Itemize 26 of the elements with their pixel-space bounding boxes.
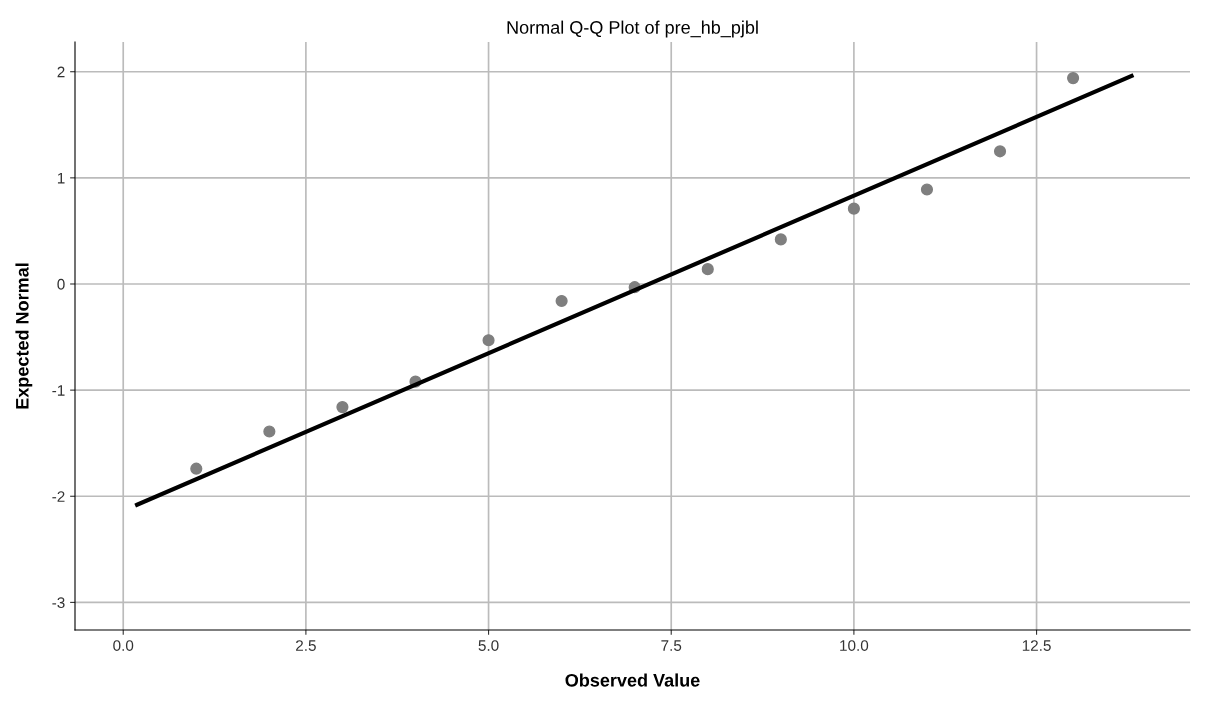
- y-axis-title: Expected Normal: [15, 263, 33, 409]
- x-tick-label: 2.5: [296, 640, 316, 651]
- point: [701, 263, 714, 276]
- x-tick-label: 7.5: [661, 640, 682, 651]
- point: [336, 401, 349, 414]
- point: [190, 462, 203, 475]
- point: [482, 334, 495, 347]
- x-tick-label: 0.0: [113, 640, 134, 651]
- y-tick-label: 1: [57, 172, 65, 184]
- point: [920, 183, 934, 196]
- chart-title: Normal Q-Q Plot of pre_hb_pjbl: [507, 20, 758, 38]
- y-tick-label: -3: [52, 597, 65, 609]
- x-axis-title: Observed Value: [565, 673, 700, 687]
- point: [263, 425, 276, 438]
- point: [993, 145, 1007, 158]
- point: [847, 202, 860, 215]
- y-tick-label: 2: [57, 66, 65, 78]
- point: [774, 233, 787, 246]
- y-tick-label: -1: [52, 385, 65, 396]
- point: [555, 294, 568, 308]
- x-tick-label: 5.0: [478, 640, 499, 651]
- y-tick-label: -2: [52, 491, 65, 502]
- y-tick-label: 0: [57, 278, 65, 290]
- point: [1067, 72, 1080, 85]
- x-tick-label: 12.5: [1022, 640, 1051, 651]
- x-tick-label: 10.0: [840, 640, 869, 651]
